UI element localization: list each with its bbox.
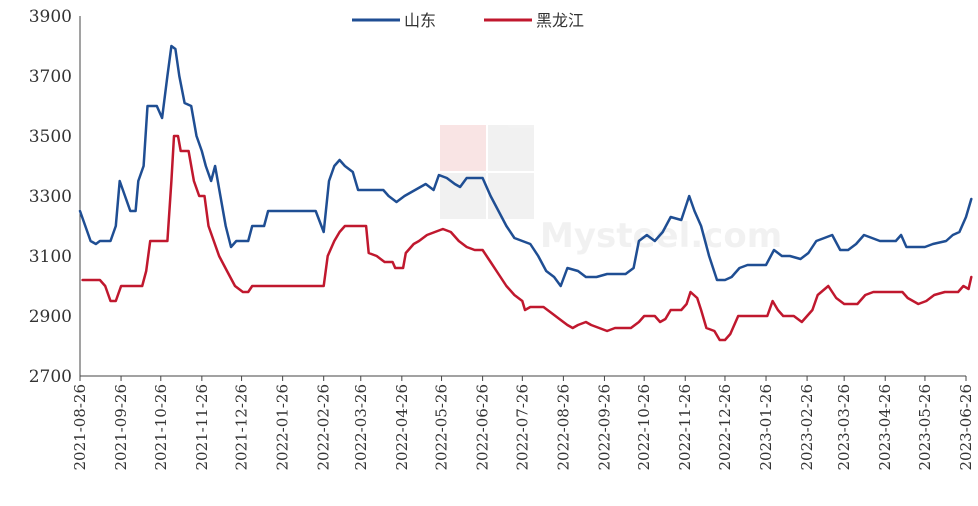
x-tick-label: 2021-08-26 <box>71 384 89 470</box>
x-tick-label: 2021-12-26 <box>233 384 251 470</box>
x-tick-label: 2022-08-26 <box>554 384 572 470</box>
x-tick-label: 2023-04-26 <box>876 384 894 470</box>
x-tick-label: 2022-01-26 <box>274 384 292 470</box>
y-tick-label: 3300 <box>29 187 72 207</box>
x-tick-label: 2023-05-26 <box>916 384 934 470</box>
x-tick-label: 2022-04-26 <box>393 384 411 470</box>
legend-label-shandong: 山东 <box>404 11 436 30</box>
x-tick-label: 2022-06-26 <box>474 384 492 470</box>
x-tick-label: 2022-05-26 <box>433 384 451 470</box>
x-tick-label: 2023-02-26 <box>798 384 816 470</box>
x-tick-label: 2023-03-26 <box>835 384 853 470</box>
x-tick-label: 2022-10-26 <box>635 384 653 470</box>
y-tick-label: 3100 <box>29 247 72 267</box>
x-tick-label: 2022-07-26 <box>513 384 531 470</box>
y-tick-label: 2700 <box>29 367 72 387</box>
x-tick-label: 2022-02-26 <box>315 384 333 470</box>
x-tick-label: 2023-01-26 <box>757 384 775 470</box>
svg-text:Mysteel.com: Mysteel.com <box>540 216 782 256</box>
legend-label-heilongjiang: 黑龙江 <box>536 11 584 30</box>
x-tick-label: 2021-10-26 <box>152 384 170 470</box>
y-tick-label: 3900 <box>29 7 72 27</box>
y-tick-label: 3700 <box>29 67 72 87</box>
y-axis: 2700 2900 3100 3300 3500 3700 3900 <box>29 7 81 387</box>
x-tick-label: 2022-09-26 <box>595 384 613 470</box>
legend: 山东 黑龙江 <box>352 11 584 30</box>
x-tick-label: 2021-11-26 <box>193 384 211 470</box>
y-tick-label: 3500 <box>29 127 72 147</box>
x-tick-label: 2022-12-26 <box>716 384 734 470</box>
series-line-heilongjiang <box>81 134 973 342</box>
x-tick-label: 2022-11-26 <box>676 384 694 470</box>
series-line-shandong <box>78 44 973 288</box>
watermark-logo: Mysteel.com <box>440 125 782 256</box>
x-tick-label: 2022-03-26 <box>352 384 370 470</box>
x-tick-label: 2023-06-26 <box>957 384 975 470</box>
series-layer <box>78 44 973 342</box>
y-tick-label: 2900 <box>29 307 72 327</box>
x-tick-label: 2021-09-26 <box>112 384 130 470</box>
x-axis: 2021-08-26 2021-09-26 2021-10-26 2021-11-26… <box>71 375 975 470</box>
